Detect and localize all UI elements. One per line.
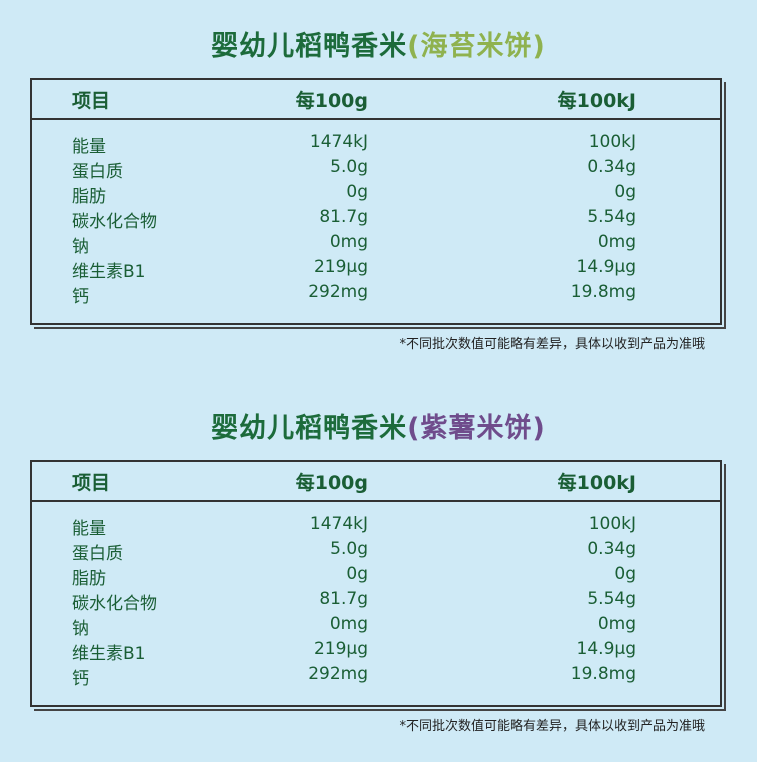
table-cell: 蛋白质	[72, 544, 123, 564]
table-cell: 5.54g	[587, 589, 636, 609]
table-cell: 19.8mg	[570, 282, 636, 302]
table-cell: 碳水化合物	[72, 594, 157, 614]
header-cell: 每100kJ	[557, 90, 636, 112]
table-cell: 81.7g	[319, 207, 368, 227]
table-cell: 钠	[72, 237, 89, 257]
header-cell: 每100g	[295, 472, 368, 494]
table-cell: 0mg	[329, 614, 368, 634]
table-cell: 219μg	[313, 257, 368, 277]
table-cell: 19.8mg	[570, 664, 636, 684]
table-cell: 0mg	[329, 232, 368, 252]
nutrition-panel: 婴幼儿稻鸭香米(海苔米饼) 项目 每100g 每100kJ 能量 1474kJ 100kJ 蛋…	[0, 0, 757, 380]
table-cell: 1474kJ	[309, 132, 368, 152]
table-cell: 0g	[614, 564, 636, 584]
table-cell: 钙	[72, 669, 89, 689]
table-cell: 0g	[346, 182, 368, 202]
panel-title: 婴幼儿稻鸭香米(海苔米饼)	[0, 24, 757, 63]
panel-title: 婴幼儿稻鸭香米(紫薯米饼)	[0, 406, 757, 445]
table-cell: 脂肪	[72, 569, 106, 589]
title-main: 婴幼儿稻鸭香米	[211, 31, 408, 62]
nutrition-panel: 婴幼儿稻鸭香米(紫薯米饼) 项目 每100g 每100kJ 能量 1474kJ 100kJ 蛋…	[0, 382, 757, 762]
table-cell: 蛋白质	[72, 162, 123, 182]
table-cell: 292mg	[308, 664, 368, 684]
table-cell: 5.0g	[330, 157, 368, 177]
table-cell: 100kJ	[588, 514, 636, 534]
table-cell: 脂肪	[72, 187, 106, 207]
table-cell: 14.9μg	[576, 257, 636, 277]
table-cell: 5.0g	[330, 539, 368, 559]
table-cell: 14.9μg	[576, 639, 636, 659]
table-cell: 维生素B1	[72, 644, 146, 664]
table-cell: 钙	[72, 287, 89, 307]
table-cell: 81.7g	[319, 589, 368, 609]
table-cell: 0.34g	[587, 539, 636, 559]
table-cell: 0g	[614, 182, 636, 202]
table-cell: 5.54g	[587, 207, 636, 227]
table-border	[30, 78, 722, 325]
table-cell: 219μg	[313, 639, 368, 659]
footnote: *不同批次数值可能略有差异，具体以收到产品为准哦	[399, 337, 705, 352]
header-divider	[30, 118, 720, 120]
header-cell: 每100kJ	[557, 472, 636, 494]
table-cell: 1474kJ	[309, 514, 368, 534]
header-cell: 项目	[72, 472, 111, 494]
table-cell: 能量	[72, 137, 106, 157]
table-cell: 能量	[72, 519, 106, 539]
table-cell: 0g	[346, 564, 368, 584]
title-variant: (海苔米饼)	[407, 31, 546, 62]
header-cell: 项目	[72, 90, 111, 112]
table-cell: 钠	[72, 619, 89, 639]
title-main: 婴幼儿稻鸭香米	[211, 413, 408, 444]
table-cell: 0mg	[597, 232, 636, 252]
table-border	[30, 460, 722, 707]
table-cell: 0mg	[597, 614, 636, 634]
header-divider	[30, 500, 720, 502]
table-cell: 292mg	[308, 282, 368, 302]
table-cell: 维生素B1	[72, 262, 146, 282]
footnote: *不同批次数值可能略有差异，具体以收到产品为准哦	[399, 719, 705, 734]
table-cell: 100kJ	[588, 132, 636, 152]
table-cell: 0.34g	[587, 157, 636, 177]
header-cell: 每100g	[295, 90, 368, 112]
title-variant: (紫薯米饼)	[407, 413, 546, 444]
table-cell: 碳水化合物	[72, 212, 157, 232]
